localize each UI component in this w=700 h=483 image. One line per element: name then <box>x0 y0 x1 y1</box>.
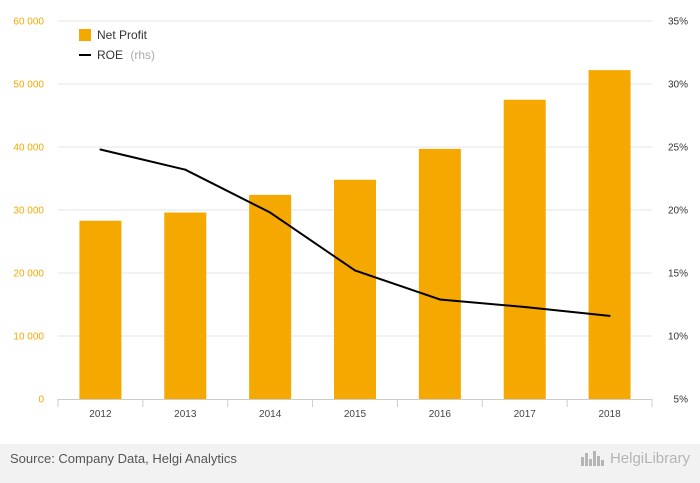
y-left-tick-label: 20 000 <box>13 269 44 280</box>
brand[interactable]: HelgiLibrary <box>580 449 690 467</box>
y-right-tick-label: 35% <box>668 17 688 28</box>
x-tick-label: 2017 <box>514 409 537 420</box>
bar-net-profit-2013 <box>164 212 207 399</box>
y-left-tick-label: 40 000 <box>13 143 44 154</box>
city-skyline-icon <box>580 451 604 466</box>
point-roe-2014 <box>269 211 272 214</box>
bar-net-profit-2012 <box>79 220 122 399</box>
point-roe-2018 <box>608 314 611 317</box>
x-tick-label: 2012 <box>89 409 112 420</box>
x-tick-label: 2015 <box>344 409 367 420</box>
bar-net-profit-2016 <box>418 148 461 399</box>
axes: 0 10 000 20 000 30 000 40 000 50 000 60 000 5% 1… <box>13 17 688 421</box>
bar-net-profit-2015 <box>334 179 376 399</box>
y-right-tick-label: 10% <box>668 332 688 343</box>
point-roe-2012 <box>99 148 102 151</box>
y-left-tick-label: 30 000 <box>13 206 44 217</box>
svg-text:Net Profit: Net Profit <box>97 28 148 42</box>
bar-net-profit-2014 <box>249 194 292 399</box>
point-roe-2017 <box>523 306 526 309</box>
bar-net-profit-2018 <box>588 70 631 399</box>
x-tick-label: 2014 <box>259 409 282 420</box>
brand-name: HelgiLibrary <box>609 449 690 467</box>
y-right-tick-label: 20% <box>668 206 688 217</box>
point-roe-2016 <box>438 298 441 301</box>
source-note: Source: Company Data, Helgi Analytics <box>10 451 237 466</box>
x-tick-label: 2013 <box>174 409 197 420</box>
chart: 0 10 000 20 000 30 000 40 000 50 000 60 000 5% 1… <box>13 17 688 421</box>
footer: Source: Company Data, Helgi Analytics He… <box>0 444 700 483</box>
bar-net-profit-2017 <box>503 99 546 399</box>
y-left-tick-label: 10 000 <box>13 332 44 343</box>
bar-series <box>79 70 631 399</box>
y-right-tick-label: 15% <box>668 269 688 280</box>
point-roe-2015 <box>354 269 356 272</box>
y-right-tick-label: 25% <box>668 143 688 154</box>
legend-swatch-net-profit <box>79 29 91 41</box>
x-tick-label: 2018 <box>598 409 621 420</box>
y-right-tick-label: 30% <box>668 80 688 91</box>
legend: Net Profit ROE (rhs) <box>79 28 155 62</box>
y-right-tick-label: 5% <box>674 395 689 406</box>
line-series <box>99 148 611 317</box>
y-left-tick-label: 50 000 <box>13 80 44 91</box>
point-roe-2013 <box>184 168 187 171</box>
legend-label-net-profit: Net Profit <box>97 28 148 42</box>
svg-text:ROE (rhs): ROE (rhs) <box>97 48 155 62</box>
legend-label-roe-note: (rhs) <box>130 48 155 62</box>
y-left-tick-label: 60 000 <box>13 17 44 28</box>
y-left-tick-label: 0 <box>38 395 44 406</box>
legend-label-roe: ROE <box>97 48 123 62</box>
x-tick-label: 2016 <box>429 409 452 420</box>
